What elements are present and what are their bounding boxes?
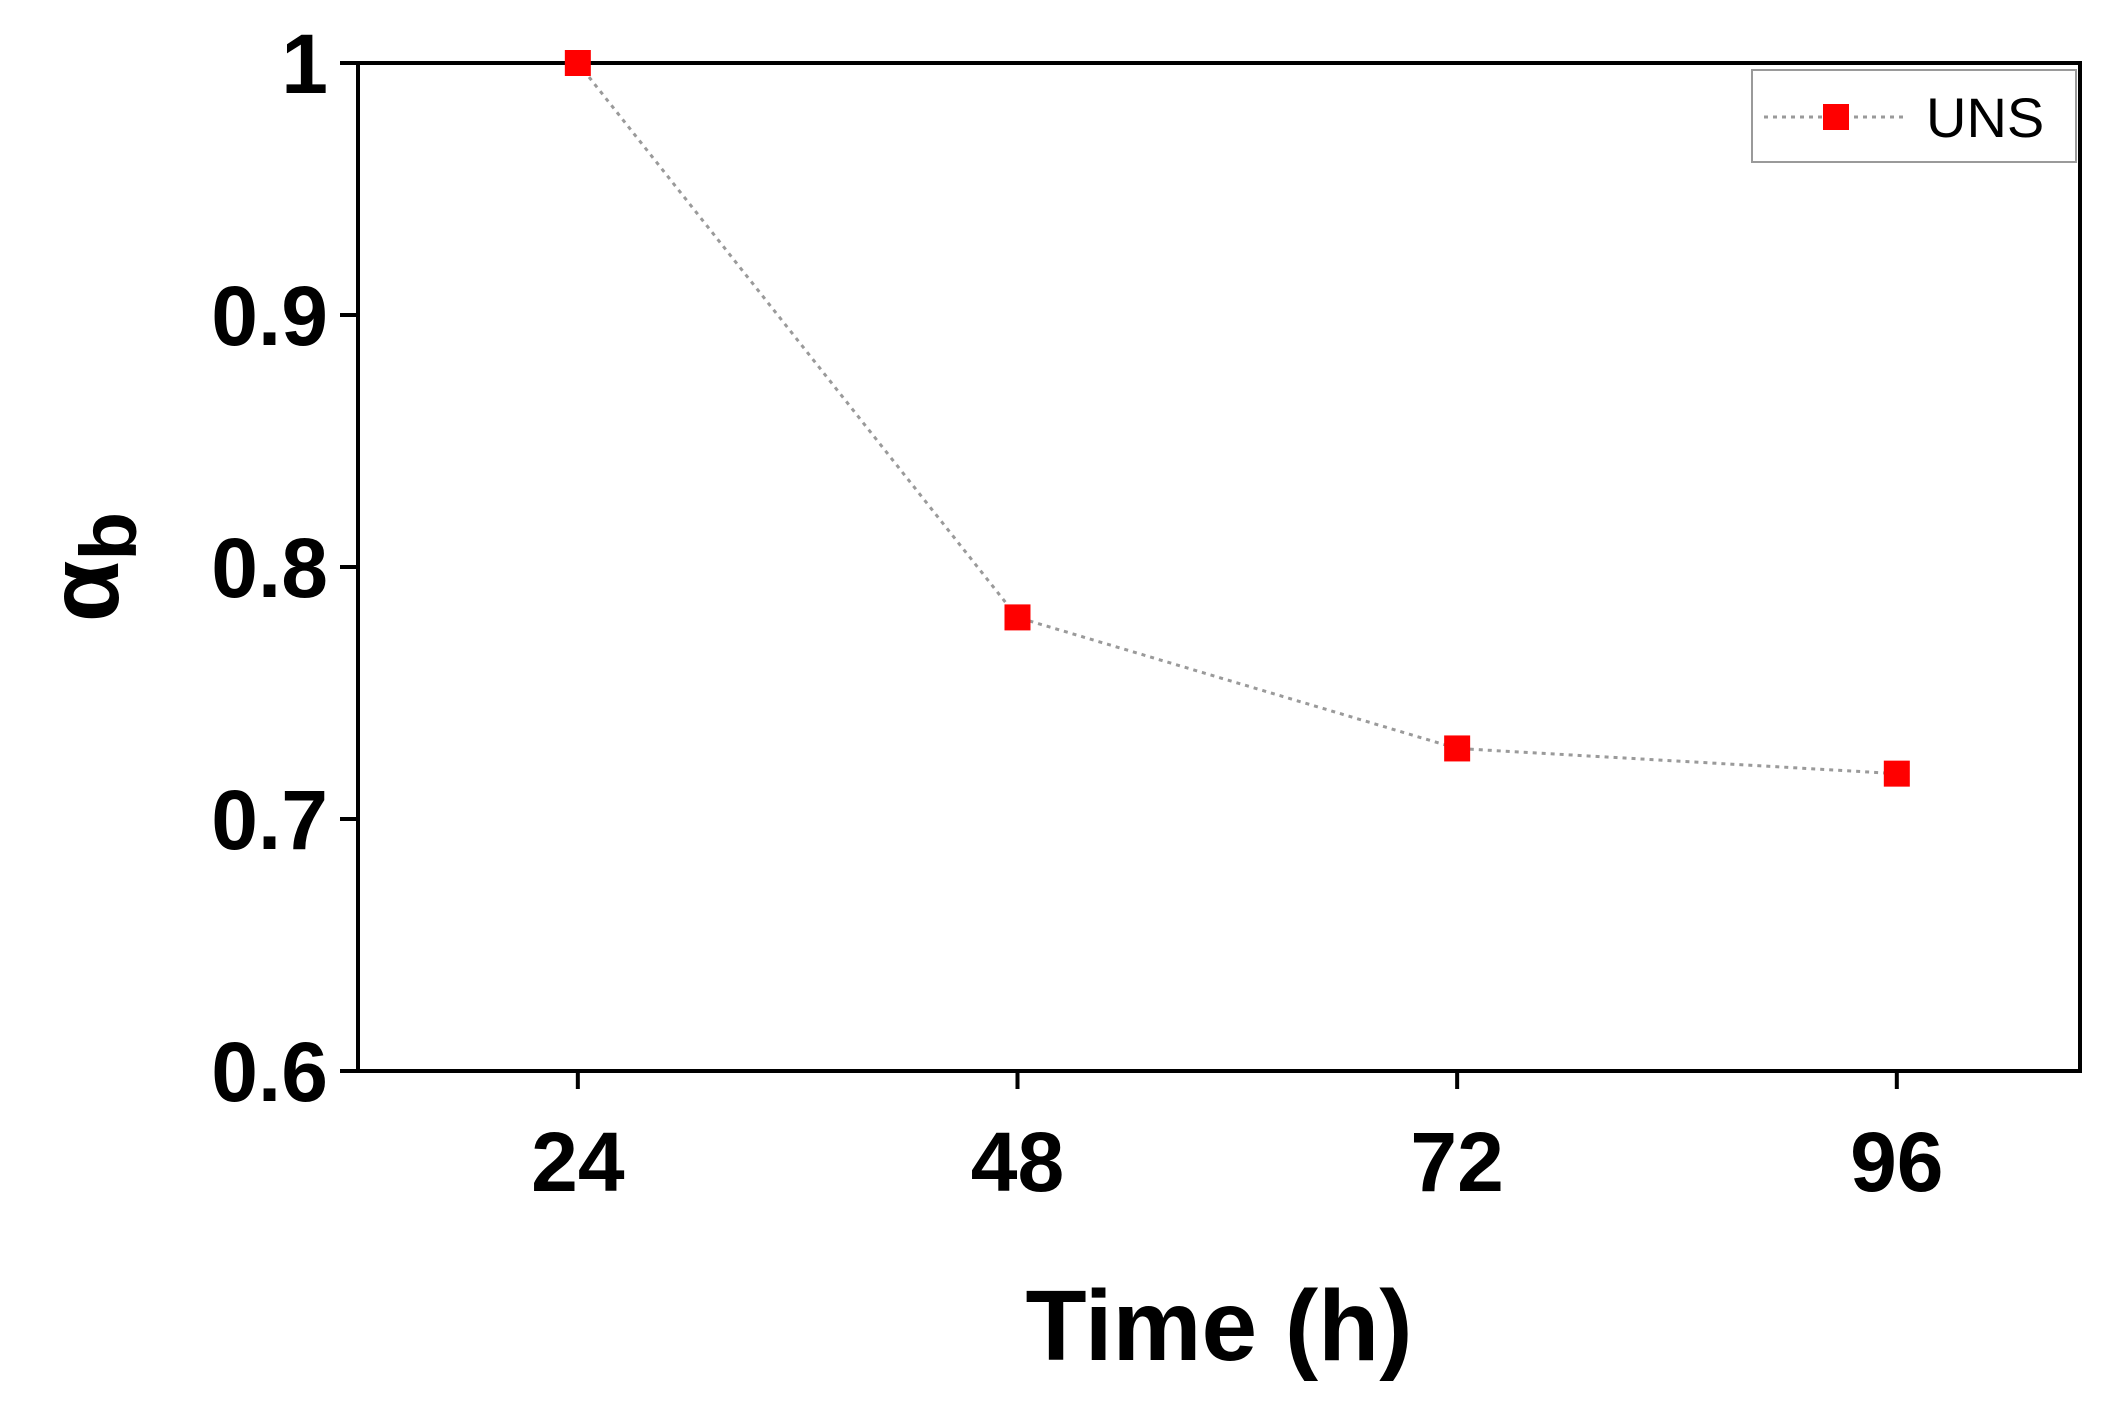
x-tick-label: 72: [1410, 1115, 1503, 1209]
data-point: [1444, 735, 1471, 762]
data-point: [564, 50, 591, 76]
x-axis-ticks: 24 48 72 96: [531, 1071, 1944, 1209]
x-tick-label: 48: [971, 1115, 1064, 1209]
x-tick-label: 96: [1850, 1115, 1943, 1209]
x-tick-label: 24: [531, 1115, 625, 1209]
data-point: [1004, 604, 1031, 631]
y-axis-title: αb: [28, 512, 153, 622]
series-layer: [564, 50, 1910, 787]
y-tick-label: 0.7: [211, 773, 328, 867]
x-axis-title: Time (h): [1025, 1270, 1412, 1382]
y-tick-label: 0.9: [211, 269, 328, 363]
y-axis-title-subscript: b: [64, 512, 153, 561]
plot-frame: [356, 61, 2082, 1073]
legend-label: UNS: [1926, 86, 2044, 149]
data-point: [1883, 760, 1910, 787]
y-tick-label: 0.6: [211, 1025, 328, 1119]
y-axis-title-symbol: α: [28, 561, 140, 622]
y-tick-label: 0.8: [211, 521, 328, 615]
y-axis-ticks: 0.6 0.7 0.8 0.9 1: [211, 17, 358, 1119]
legend-box: [1751, 69, 2077, 163]
legend: UNS: [1751, 69, 2077, 163]
legend-marker: [1823, 104, 1849, 130]
y-tick-label: 1: [281, 17, 328, 111]
series-line: [576, 62, 1897, 776]
